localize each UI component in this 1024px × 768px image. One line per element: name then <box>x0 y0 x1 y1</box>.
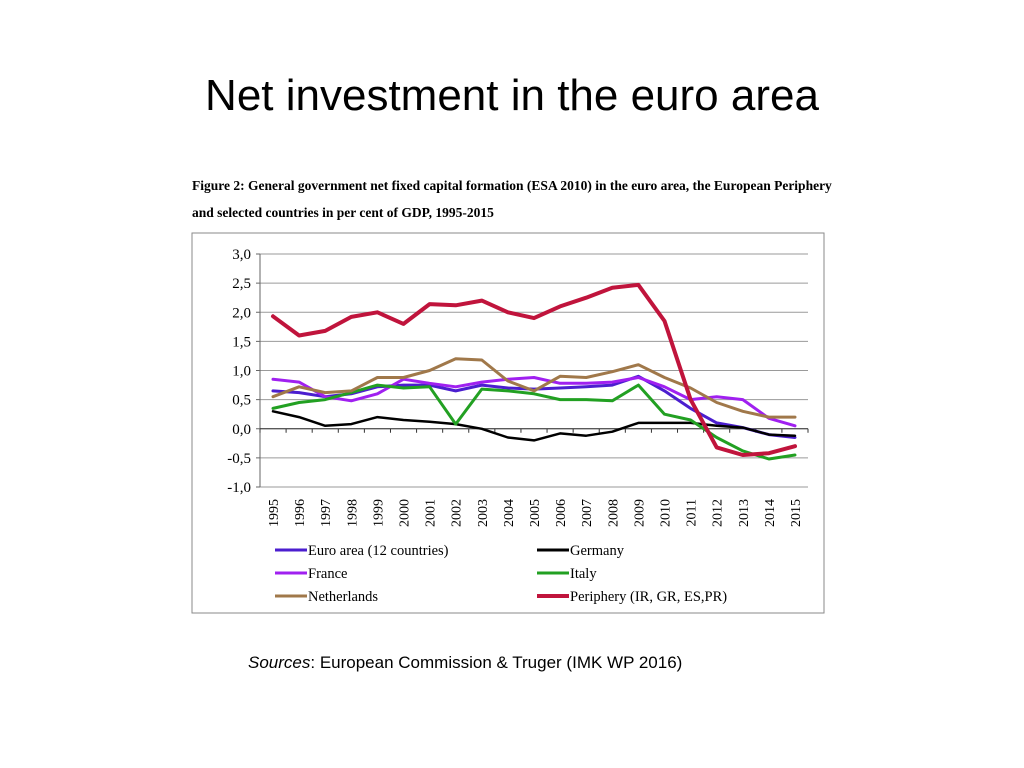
chart-title: Figure 2: General government net fixed c… <box>192 178 832 220</box>
x-tick-label: 2007 <box>580 499 595 527</box>
legend-label: France <box>308 566 347 582</box>
x-tick-label: 2010 <box>658 499 673 527</box>
x-tick-label: 1995 <box>267 499 282 527</box>
legend-label: Italy <box>570 566 597 582</box>
x-tick-label: 2004 <box>502 499 517 527</box>
series-line <box>271 410 797 442</box>
y-tick-label: -1,0 <box>227 480 251 496</box>
y-tick-label: 1,5 <box>232 334 251 350</box>
y-tick-label: 2,0 <box>232 305 251 321</box>
legend-label: Euro area (12 countries) <box>308 543 449 559</box>
x-tick-label: 2008 <box>606 499 621 527</box>
legend-label: Periphery (IR, GR, ES,PR) <box>570 589 727 605</box>
chart-figure: Figure 2: General government net fixed c… <box>180 160 848 625</box>
x-tick-label: 2003 <box>476 499 491 527</box>
y-tick-label: 0,0 <box>232 422 251 438</box>
x-tick-label: 1999 <box>371 499 386 527</box>
x-tick-label: 2014 <box>763 499 778 527</box>
x-tick-label: 2015 <box>789 499 804 527</box>
series-line <box>271 282 797 457</box>
sources-label: Sources <box>248 653 311 672</box>
y-tick-label: 2,5 <box>232 276 251 292</box>
x-tick-label: 2001 <box>424 499 439 527</box>
x-tick-label: 1997 <box>319 499 334 527</box>
sources-note: Sources: European Commission & Truger (I… <box>248 650 748 676</box>
x-tick-label: 2006 <box>554 499 569 527</box>
x-tick-label: 1998 <box>345 499 360 527</box>
x-tick-label: 2005 <box>528 499 543 527</box>
series-line <box>271 357 797 419</box>
x-tick-label: 2009 <box>632 499 647 527</box>
x-tick-label: 2011 <box>685 499 700 526</box>
x-tick-label: 2013 <box>737 499 752 527</box>
sources-text: : European Commission & Truger (IMK WP 2… <box>310 653 683 672</box>
y-tick-label: -0,5 <box>227 451 251 467</box>
x-tick-label: 1996 <box>293 499 308 527</box>
x-tick-label: 2002 <box>450 499 465 527</box>
x-tick-label: 2000 <box>398 499 413 527</box>
x-tick-label: 2012 <box>711 499 726 527</box>
y-tick-label: 0,5 <box>232 393 251 409</box>
line-chart: 3,0 2,5 2,0 1,5 1,0 0,5 0,0 -0,5 -1,0 1995 1996 199… <box>191 232 825 614</box>
chart-frame <box>191 232 825 614</box>
y-tick-label: 3,0 <box>232 247 251 263</box>
slide-title: Net investment in the euro area <box>205 71 819 120</box>
y-tick-label: 1,0 <box>232 364 251 380</box>
legend-label: Germany <box>570 543 625 559</box>
legend-label: Netherlands <box>308 589 378 605</box>
